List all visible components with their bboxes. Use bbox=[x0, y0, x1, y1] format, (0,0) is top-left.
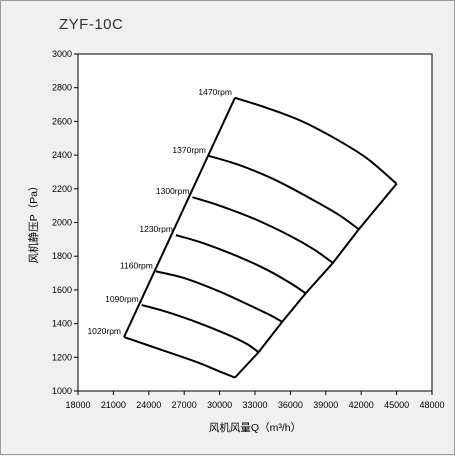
rpm-curve-1090rpm bbox=[141, 304, 260, 354]
y-axis-ticks: 1000 1200 1400 1600 1800 2000 2200 2400 2600 2800… bbox=[52, 49, 78, 396]
x-tick-label: 24000 bbox=[136, 400, 161, 410]
chart-title: ZYF-10C bbox=[59, 16, 123, 33]
rpm-curve-1470rpm bbox=[234, 96, 398, 185]
x-tick-label: 45000 bbox=[384, 400, 409, 410]
rpm-curve-1230rpm bbox=[175, 234, 307, 295]
x-tick-label: 39000 bbox=[313, 400, 338, 410]
x-tick-label: 42000 bbox=[349, 400, 374, 410]
rpm-label: 1020rpm bbox=[87, 326, 121, 336]
rpm-label: 1300rpm bbox=[156, 186, 190, 196]
x-axis-ticks: 18000 21000 24000 27000 30000 33000 36000 39000… bbox=[65, 391, 445, 410]
y-tick-label: 2600 bbox=[52, 116, 72, 126]
x-tick-label: 36000 bbox=[278, 400, 303, 410]
x-tick-label: 27000 bbox=[172, 400, 197, 410]
rpm-curve-1370rpm bbox=[208, 154, 360, 231]
x-tick-label: 21000 bbox=[101, 400, 126, 410]
y-tick-label: 2400 bbox=[52, 150, 72, 160]
rpm-curve-1020rpm bbox=[123, 336, 236, 379]
rpm-label: 1370rpm bbox=[172, 145, 206, 155]
y-tick-label: 3000 bbox=[52, 49, 72, 59]
y-tick-label: 1600 bbox=[52, 285, 72, 295]
x-tick-label: 30000 bbox=[207, 400, 232, 410]
left-envelope-line bbox=[123, 97, 236, 338]
y-tick-label: 1000 bbox=[52, 386, 72, 396]
rpm-curve-1160rpm bbox=[155, 270, 283, 323]
y-tick-label: 1200 bbox=[52, 352, 72, 362]
x-tick-label: 18000 bbox=[65, 400, 90, 410]
right-envelope-line bbox=[234, 183, 398, 379]
y-tick-label: 2000 bbox=[52, 218, 72, 228]
rpm-label: 1470rpm bbox=[198, 87, 232, 97]
rpm-curve-1300rpm bbox=[192, 196, 334, 264]
rpm-label: 1230rpm bbox=[139, 224, 173, 234]
envelope-lines bbox=[123, 97, 398, 379]
y-tick-label: 1400 bbox=[52, 319, 72, 329]
plot-area bbox=[77, 53, 433, 392]
x-axis-label: 风机风量Q（m³/h） bbox=[209, 421, 301, 434]
y-axis-label: 风机静压P（Pa） bbox=[27, 181, 40, 264]
rpm-curves bbox=[123, 96, 398, 379]
rpm-label: 1160rpm bbox=[120, 260, 153, 270]
x-tick-label: 48000 bbox=[419, 400, 444, 410]
rpm-label: 1090rpm bbox=[105, 294, 139, 304]
rpm-labels: 1470rpm 1370rpm 1300rpm 1230rpm 1160rpm 1090r… bbox=[87, 87, 231, 336]
x-tick-label: 33000 bbox=[242, 400, 267, 410]
y-tick-label: 2800 bbox=[52, 83, 72, 93]
y-tick-label: 2200 bbox=[52, 184, 72, 194]
y-tick-label: 1800 bbox=[52, 251, 72, 261]
